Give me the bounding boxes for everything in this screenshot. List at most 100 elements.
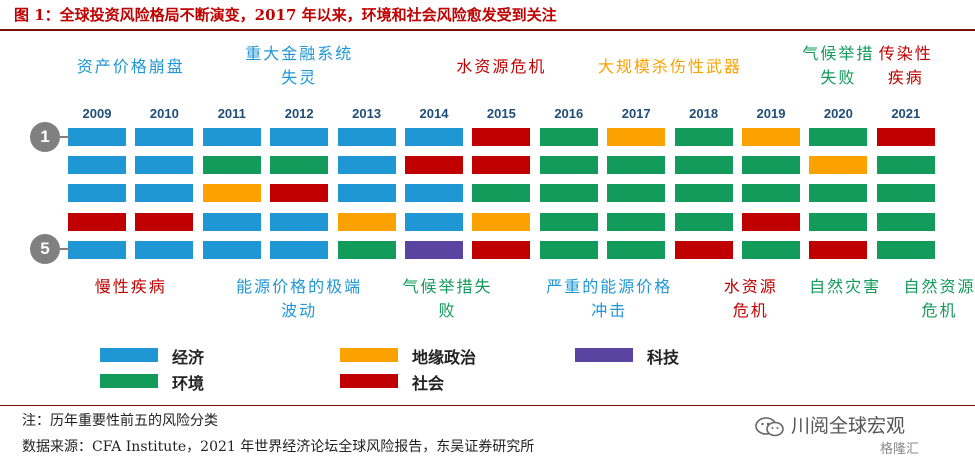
risk-cell-2013-rank4	[337, 212, 396, 231]
risk-cell-2016-rank1	[539, 128, 598, 146]
legend-swatch-technology	[575, 348, 633, 362]
risk-cell-2010-rank3	[135, 184, 194, 203]
risk-cell-2011-rank4	[202, 212, 261, 231]
risk-cell-2016-rank5	[539, 240, 598, 259]
risk-cell-2015-rank1	[472, 128, 531, 146]
year-label-2019: 2019	[756, 106, 786, 121]
risk-cell-2016-rank2	[539, 156, 598, 175]
watermark: 川阅全球宏观	[755, 411, 905, 438]
title-rule	[0, 29, 975, 31]
risk-cell-2015-rank5	[472, 240, 531, 259]
risk-cell-2011-rank3	[202, 184, 261, 203]
legend-swatch-societal	[340, 374, 398, 388]
risk-cell-2014-rank2	[405, 156, 463, 175]
risk-cell-2020-rank2	[809, 156, 868, 175]
risk-cell-2015-rank2	[472, 156, 531, 175]
legend-label-technology: 科技	[647, 348, 680, 367]
risk-cell-2018-rank3	[674, 184, 733, 203]
risk-cell-2017-rank1	[607, 128, 666, 146]
risk-cell-2012-rank3	[270, 184, 329, 203]
wechat-icon	[755, 416, 784, 436]
year-label-2014: 2014	[419, 106, 449, 121]
risk-cell-2021-rank2	[876, 156, 935, 175]
risk-cell-2021-rank1	[876, 128, 935, 146]
risk-cell-2010-rank4	[135, 212, 194, 231]
risk-cell-2014-rank1	[405, 128, 463, 146]
annotation-bottom-7: 自然资源 危机	[903, 277, 975, 320]
risk-cell-2018-rank5	[674, 240, 733, 259]
risk-cell-2017-rank5	[607, 240, 666, 259]
risk-cell-2012-rank1	[270, 128, 329, 146]
watermark-text: 川阅全球宏观	[791, 415, 906, 437]
annotation-bottom-2: 能源价格的极端 波动	[236, 277, 363, 320]
rank-top-badge: 1	[30, 122, 60, 152]
footer-rule	[0, 405, 975, 406]
risk-cell-2011-rank5	[202, 240, 261, 259]
annotation-bottom-6: 自然灾害	[809, 277, 882, 296]
risk-cell-2013-rank5	[337, 240, 396, 259]
legend-swatch-economic	[100, 348, 158, 362]
risk-cell-2019-rank4	[742, 212, 800, 231]
risk-cell-2017-rank4	[607, 212, 666, 231]
risk-cell-2019-rank2	[742, 156, 800, 175]
risk-cell-2015-rank4	[472, 212, 531, 231]
risk-cell-2013-rank3	[337, 184, 396, 203]
year-label-2009: 2009	[82, 106, 112, 121]
risk-cell-2021-rank3	[876, 184, 935, 203]
year-label-2020: 2020	[823, 106, 853, 121]
risk-cell-2020-rank5	[809, 240, 868, 259]
annotation-bottom-1: 慢性疾病	[94, 277, 167, 296]
risk-cell-2009-rank2	[68, 156, 126, 175]
rank-bottom-connector	[60, 248, 70, 250]
risk-cell-2010-rank5	[135, 240, 194, 259]
chart-title: 图 1：全球投资风险格局不断演变，2017 年以来，环境和社会风险愈发受到关注	[14, 6, 557, 24]
risk-cell-2019-rank1	[742, 128, 800, 146]
risk-cell-2020-rank4	[809, 212, 868, 231]
legend-label-environmental: 环境	[172, 374, 205, 393]
year-label-2012: 2012	[284, 106, 314, 121]
risk-cell-2011-rank2	[202, 156, 261, 175]
annotation-top-6: 传染性 疾病	[878, 44, 933, 87]
risk-cell-2013-rank2	[337, 156, 396, 175]
year-label-2016: 2016	[554, 106, 584, 121]
footnote: 注：历年重要性前五的风险分类	[22, 413, 218, 429]
risk-cell-2012-rank4	[270, 212, 329, 231]
risk-cell-2009-rank1	[68, 128, 126, 146]
annotation-top-4: 大规模杀伤性武器	[597, 57, 742, 76]
legend-swatch-environmental	[100, 374, 158, 388]
risk-cell-2010-rank1	[135, 128, 194, 146]
annotation-top-2: 重大金融系统 失灵	[245, 44, 354, 87]
risk-cell-2021-rank5	[876, 240, 935, 259]
year-label-2018: 2018	[689, 106, 719, 121]
rank-bottom-badge: 5	[30, 234, 60, 264]
risk-cell-2018-rank2	[674, 156, 733, 175]
annotation-top-5: 气候举措 失败	[802, 44, 875, 87]
year-label-2013: 2013	[352, 106, 382, 121]
risk-cell-2010-rank2	[135, 156, 194, 175]
risk-cell-2021-rank4	[876, 212, 935, 231]
legend-swatch-geopolitical	[340, 348, 398, 362]
year-label-2017: 2017	[621, 106, 651, 121]
year-label-2010: 2010	[149, 106, 179, 121]
risk-cell-2016-rank4	[539, 212, 598, 231]
risk-cell-2020-rank3	[809, 184, 868, 203]
risk-cell-2018-rank1	[674, 128, 733, 146]
risk-cell-2016-rank3	[539, 184, 598, 203]
legend-label-economic: 经济	[172, 348, 205, 367]
risk-cell-2014-rank4	[405, 212, 463, 231]
year-label-2015: 2015	[486, 106, 516, 121]
year-label-2021: 2021	[891, 106, 921, 121]
risk-cell-2019-rank3	[742, 184, 800, 203]
risk-cell-2015-rank3	[472, 184, 531, 203]
watermark-logo: 格隆汇	[880, 442, 920, 457]
annotation-bottom-4: 严重的能源价格 冲击	[546, 277, 673, 320]
annotation-top-1: 资产价格崩盘	[76, 57, 185, 76]
risk-cell-2018-rank4	[674, 212, 733, 231]
risk-cell-2019-rank5	[742, 240, 800, 259]
annotation-bottom-5: 水资源 危机	[723, 277, 778, 320]
risk-cell-2009-rank4	[68, 212, 126, 231]
risk-cell-2014-rank3	[405, 184, 463, 203]
risk-cell-2020-rank1	[809, 128, 868, 146]
legend-label-geopolitical: 地缘政治	[412, 348, 477, 367]
annotation-bottom-3: 气候举措失败	[402, 277, 493, 320]
